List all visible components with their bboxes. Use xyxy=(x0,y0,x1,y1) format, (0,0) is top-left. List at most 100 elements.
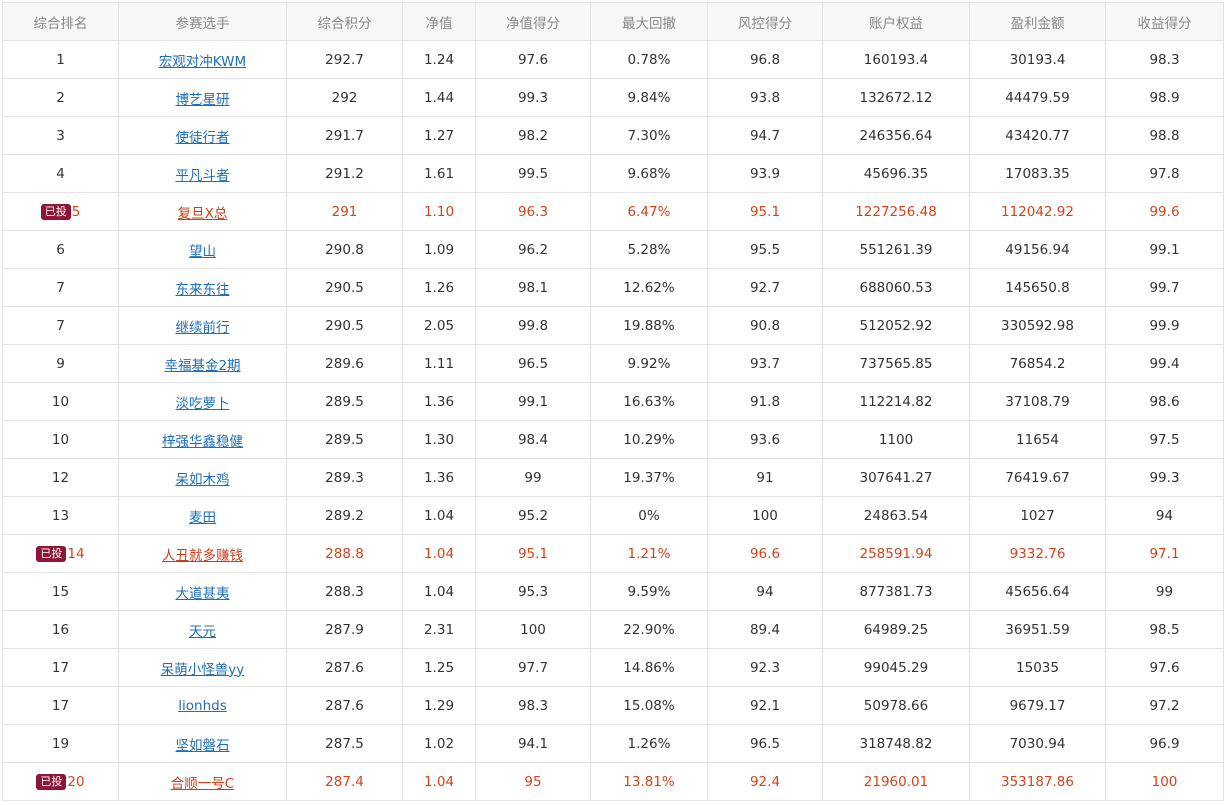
cell-max-drawdown: 16.63% xyxy=(590,382,708,421)
header-profit[interactable]: 盈利金额 xyxy=(969,2,1106,41)
cell-max-drawdown: 9.59% xyxy=(590,572,708,611)
table-row: 13 麦田 289.2 1.04 95.2 0% 100 24863.54 1027 94 xyxy=(2,496,1224,535)
header-player[interactable]: 参赛选手 xyxy=(118,2,287,41)
player-link[interactable]: 望山 xyxy=(189,243,216,260)
cell-rank: 4 xyxy=(2,154,119,193)
cell-max-drawdown: 13.81% xyxy=(590,762,708,801)
table-row: 1 宏观对冲KWM 292.7 1.24 97.6 0.78% 96.8 160193.4 30… xyxy=(2,40,1224,79)
rank-value: 1 xyxy=(56,51,65,68)
player-link[interactable]: 呆萌小怪兽yy xyxy=(160,661,245,678)
cell-player: 望山 xyxy=(118,230,287,269)
cell-nav: 1.24 xyxy=(402,40,476,79)
player-link[interactable]: 麦田 xyxy=(189,509,216,526)
header-score[interactable]: 综合积分 xyxy=(286,2,403,41)
rank-value: 14 xyxy=(67,545,85,562)
cell-equity: 64989.25 xyxy=(822,610,970,649)
cell-score: 292 xyxy=(286,78,403,117)
cell-profit: 45656.64 xyxy=(969,572,1106,611)
cell-risk-score: 92.1 xyxy=(707,686,823,725)
cell-player: 呆如木鸡 xyxy=(118,458,287,497)
cell-nav: 1.26 xyxy=(402,268,476,307)
cell-max-drawdown: 19.37% xyxy=(590,458,708,497)
cell-nav: 1.61 xyxy=(402,154,476,193)
cell-profit: 112042.92 xyxy=(969,192,1106,231)
cell-max-drawdown: 1.21% xyxy=(590,534,708,573)
player-link[interactable]: 梓强华鑫稳健 xyxy=(162,433,243,450)
invested-badge: 已投 xyxy=(36,545,67,562)
cell-nav-score: 98.2 xyxy=(475,116,591,155)
cell-max-drawdown: 22.90% xyxy=(590,610,708,649)
player-link[interactable]: 博艺星研 xyxy=(175,91,230,108)
player-link[interactable]: 淡吃萝卜 xyxy=(175,395,230,412)
cell-nav-score: 98.3 xyxy=(475,686,591,725)
player-link[interactable]: 平凡斗者 xyxy=(175,167,230,184)
player-link[interactable]: 坚如磐石 xyxy=(175,737,230,754)
cell-risk-score: 95.5 xyxy=(707,230,823,269)
cell-profit: 9679.17 xyxy=(969,686,1106,725)
cell-return-score: 97.8 xyxy=(1105,154,1224,193)
table-row: 7 东来东往 290.5 1.26 98.1 12.62% 92.7 688060.53 145… xyxy=(2,268,1224,307)
cell-rank: 已投 20 xyxy=(2,762,119,801)
cell-nav-score: 99.1 xyxy=(475,382,591,421)
invested-badge: 已投 xyxy=(40,203,71,220)
header-max-drawdown[interactable]: 最大回撤 xyxy=(590,2,708,41)
cell-equity: 551261.39 xyxy=(822,230,970,269)
cell-nav: 1.04 xyxy=(402,762,476,801)
cell-nav: 1.29 xyxy=(402,686,476,725)
cell-max-drawdown: 9.84% xyxy=(590,78,708,117)
player-link[interactable]: 合顺一号C xyxy=(170,775,235,792)
cell-return-score: 97.5 xyxy=(1105,420,1224,459)
player-link[interactable]: 使徒行者 xyxy=(175,129,230,146)
header-return-score[interactable]: 收益得分 xyxy=(1105,2,1224,41)
cell-player: 幸福基金2期 xyxy=(118,344,287,383)
player-link[interactable]: 宏观对冲KWM xyxy=(158,53,247,70)
player-link[interactable]: 呆如木鸡 xyxy=(175,471,230,488)
cell-rank: 17 xyxy=(2,686,119,725)
cell-return-score: 97.6 xyxy=(1105,648,1224,687)
rank-value: 7 xyxy=(56,317,65,334)
cell-player: 梓强华鑫稳健 xyxy=(118,420,287,459)
cell-max-drawdown: 5.28% xyxy=(590,230,708,269)
cell-nav-score: 95.3 xyxy=(475,572,591,611)
table-row: 2 博艺星研 292 1.44 99.3 9.84% 93.8 132672.12 44479.… xyxy=(2,78,1224,117)
cell-rank: 1 xyxy=(2,40,119,79)
cell-rank: 7 xyxy=(2,306,119,345)
rank-value: 20 xyxy=(67,773,85,790)
cell-equity: 45696.35 xyxy=(822,154,970,193)
player-link[interactable]: 幸福基金2期 xyxy=(164,357,241,374)
cell-player: 麦田 xyxy=(118,496,287,535)
table-row: 15 大道甚夷 288.3 1.04 95.3 9.59% 94 877381.73 45656… xyxy=(2,572,1224,611)
cell-profit: 15035 xyxy=(969,648,1106,687)
cell-return-score: 99.6 xyxy=(1105,192,1224,231)
header-row: 综合排名 参赛选手 综合积分 净值 净值得分 最大回撤 风控得分 账户权益 盈利… xyxy=(2,2,1224,41)
player-link[interactable]: lionhds xyxy=(178,697,227,714)
cell-equity: 50978.66 xyxy=(822,686,970,725)
cell-risk-score: 89.4 xyxy=(707,610,823,649)
cell-equity: 21960.01 xyxy=(822,762,970,801)
rank-value: 3 xyxy=(56,127,65,144)
cell-max-drawdown: 19.88% xyxy=(590,306,708,345)
player-link[interactable]: 大道甚夷 xyxy=(175,585,230,602)
player-link[interactable]: 继续前行 xyxy=(175,319,230,336)
cell-nav-score: 100 xyxy=(475,610,591,649)
player-link[interactable]: 人丑就多赚钱 xyxy=(162,547,243,564)
player-link[interactable]: 天元 xyxy=(189,623,216,640)
header-nav[interactable]: 净值 xyxy=(402,2,476,41)
header-equity[interactable]: 账户权益 xyxy=(822,2,970,41)
cell-nav: 2.05 xyxy=(402,306,476,345)
cell-max-drawdown: 9.68% xyxy=(590,154,708,193)
rank-value: 6 xyxy=(56,241,65,258)
player-link[interactable]: 东来东往 xyxy=(175,281,230,298)
header-nav-score[interactable]: 净值得分 xyxy=(475,2,591,41)
table-row: 已投 20 合顺一号C 287.4 1.04 95 13.81% 92.4 21960.01 35… xyxy=(2,762,1224,801)
header-rank[interactable]: 综合排名 xyxy=(2,2,119,41)
header-risk-score[interactable]: 风控得分 xyxy=(707,2,823,41)
cell-equity: 1100 xyxy=(822,420,970,459)
cell-nav-score: 98.4 xyxy=(475,420,591,459)
cell-score: 289.6 xyxy=(286,344,403,383)
cell-nav: 2.31 xyxy=(402,610,476,649)
player-link[interactable]: 复旦X总 xyxy=(177,205,228,222)
cell-risk-score: 90.8 xyxy=(707,306,823,345)
table-row: 17 呆萌小怪兽yy 287.6 1.25 97.7 14.86% 92.3 99045.29… xyxy=(2,648,1224,687)
